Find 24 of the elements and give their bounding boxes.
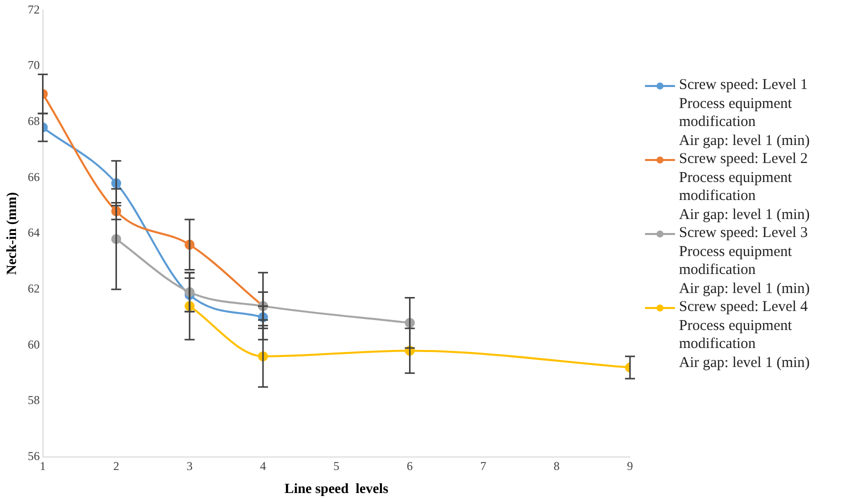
x-tick-label: 6 <box>406 459 413 474</box>
legend-label: Screw speed: Level 4 Process equipment modification Air gap: level 1 (min) <box>679 298 810 372</box>
y-tick-label: 70 <box>28 58 40 72</box>
x-tick-label: 7 <box>480 459 486 474</box>
y-axis-title: Neck-in (mm) <box>5 192 20 275</box>
x-tick-label: 3 <box>186 459 193 474</box>
legend-label: Screw speed: Level 1 Process equipment modification Air gap: level 1 (min) <box>679 76 810 150</box>
x-axis-title: Line speed levels <box>284 482 389 498</box>
y-tick-label: 62 <box>28 281 40 296</box>
y-tick-label: 66 <box>28 170 40 184</box>
y-tick-label: 68 <box>28 114 40 128</box>
legend-label: Screw speed: Level 3 Process equipment modification Air gap: level 1 (min) <box>679 224 810 298</box>
x-tick-label: 9 <box>627 459 633 474</box>
legend-label: Screw speed: Level 2 Process equipment modification Air gap: level 1 (min) <box>679 150 810 224</box>
y-tick-label: 56 <box>28 448 40 463</box>
y-tick-label: 72 <box>28 2 40 16</box>
x-tick-label: 5 <box>333 459 340 474</box>
x-tick-label: 8 <box>554 459 560 474</box>
x-tick-label: 1 <box>40 459 46 474</box>
y-tick-label: 64 <box>28 226 40 240</box>
x-tick-label: 2 <box>113 459 120 474</box>
x-tick-label: 4 <box>260 459 266 474</box>
y-tick-label: 58 <box>28 393 40 408</box>
y-tick-label: 60 <box>28 337 40 352</box>
